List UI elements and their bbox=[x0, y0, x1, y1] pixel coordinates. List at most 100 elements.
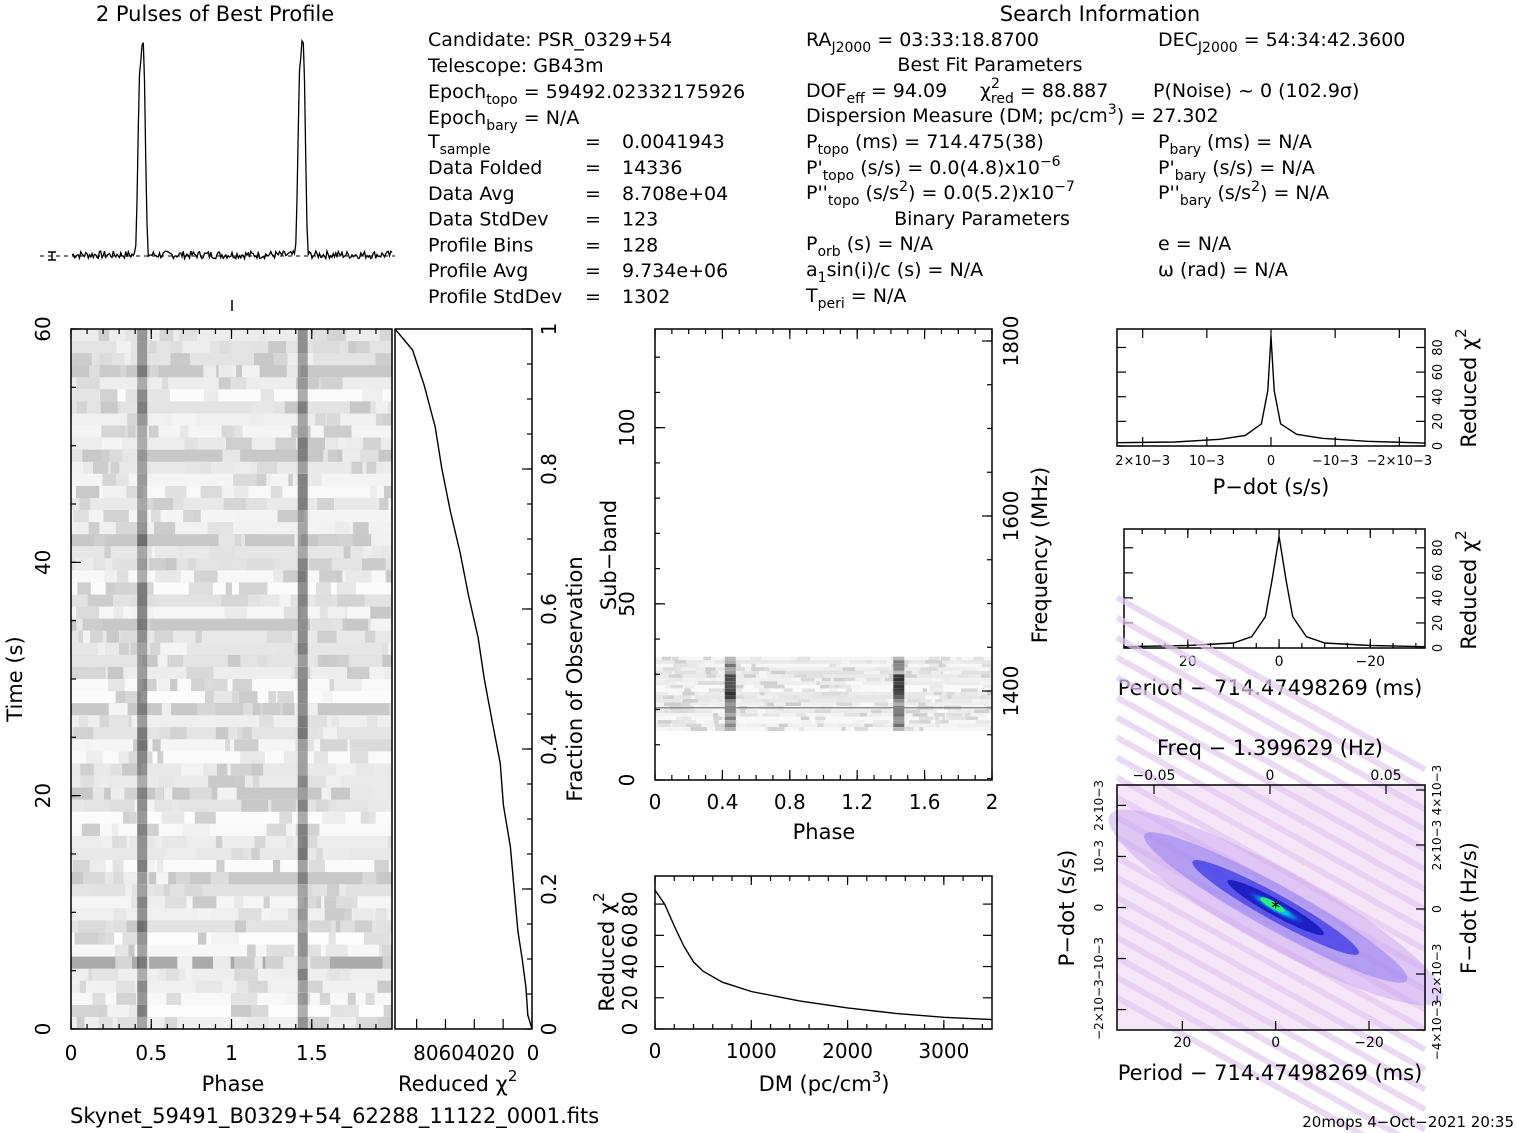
subband-speckle bbox=[844, 713, 861, 717]
a1sini-text: a1sin(i)/c (s) = N/A bbox=[806, 259, 983, 286]
time-speckle bbox=[383, 485, 392, 499]
time-speckle bbox=[369, 473, 390, 487]
map-streak bbox=[1115, 694, 1427, 873]
time-speckle bbox=[329, 968, 340, 982]
time-speckle bbox=[336, 582, 356, 595]
subband-speckle bbox=[711, 699, 718, 703]
pulse-stripe bbox=[137, 329, 148, 342]
subband-speckle bbox=[946, 691, 955, 696]
time-speckle bbox=[157, 751, 164, 764]
subband-speckle bbox=[668, 695, 674, 700]
pulse-stripe bbox=[137, 787, 148, 801]
time-speckle bbox=[385, 546, 392, 559]
subband-row bbox=[655, 656, 992, 661]
subband-speckle bbox=[778, 723, 787, 728]
tick-label: 1 bbox=[225, 1041, 238, 1065]
time-speckle bbox=[71, 1004, 99, 1018]
time-speckle bbox=[311, 618, 332, 632]
subband-speckle bbox=[820, 702, 833, 707]
pulse-stripe bbox=[137, 401, 148, 414]
tick-label: −4×10−3 bbox=[1430, 1000, 1444, 1061]
subband-speckle bbox=[673, 663, 680, 668]
tick-label: −2×10−3 bbox=[1092, 979, 1106, 1040]
time-speckle bbox=[372, 787, 392, 801]
subband-speckle bbox=[984, 695, 991, 700]
time-speckle bbox=[153, 498, 173, 511]
subband-pulse bbox=[724, 660, 736, 664]
pulse-stripe bbox=[297, 703, 308, 716]
time-speckle bbox=[380, 534, 392, 547]
subband-speckle bbox=[949, 670, 961, 675]
tick-label: 20 bbox=[1431, 615, 1446, 632]
tick-label: −20 bbox=[1355, 654, 1385, 670]
profile-errorbar bbox=[48, 251, 56, 261]
time-speckle bbox=[99, 353, 112, 366]
ra-text: RAJ2000 = 03:33:18.8700 bbox=[806, 29, 1039, 56]
time-speckle bbox=[382, 956, 392, 970]
time-speckle bbox=[339, 884, 347, 897]
pulse-stripe bbox=[297, 992, 308, 1006]
time-speckle bbox=[257, 654, 267, 668]
time-speckle bbox=[172, 799, 180, 813]
time-speckle bbox=[186, 666, 214, 680]
period-pdot-ticks: 20 0 −20−0.05 0 0.052×10−310−30−10−3−2×10−3−… bbox=[1092, 765, 1444, 1061]
info-row-label: Profile Bins bbox=[428, 234, 533, 256]
pulse-stripe bbox=[297, 739, 308, 752]
time-speckle bbox=[307, 522, 325, 535]
pulse-stripe bbox=[297, 968, 308, 982]
time-speckle bbox=[208, 546, 235, 559]
time-speckle bbox=[350, 739, 376, 752]
subband-speckle bbox=[986, 688, 992, 693]
time-speckle bbox=[191, 679, 209, 692]
subband-speckle bbox=[904, 660, 910, 664]
map-streak bbox=[1115, 714, 1427, 893]
subband-speckle bbox=[830, 691, 842, 696]
subband-speckle bbox=[865, 681, 883, 686]
time-speckle bbox=[80, 775, 95, 789]
subband-speckle bbox=[672, 656, 679, 661]
time-speckle bbox=[388, 498, 392, 511]
tick-label: 0.4 bbox=[537, 733, 561, 765]
time-speckle bbox=[76, 522, 89, 535]
subband-speckle bbox=[800, 677, 815, 682]
subband-speckle bbox=[929, 663, 941, 668]
pulse-stripe bbox=[137, 606, 148, 620]
pulse-stripe bbox=[297, 329, 308, 342]
pulse-stripe bbox=[297, 1004, 308, 1018]
time-speckle bbox=[350, 787, 376, 801]
time-speckle bbox=[388, 642, 392, 656]
pulse-stripe bbox=[297, 353, 308, 366]
time-speckle bbox=[253, 341, 265, 354]
time-speckle bbox=[240, 703, 253, 716]
time-speckle bbox=[87, 594, 114, 607]
subband-pulse bbox=[724, 684, 736, 689]
subband-row bbox=[655, 660, 992, 665]
pulse-stripe bbox=[137, 570, 148, 583]
subband-pulse bbox=[724, 702, 736, 707]
time-speckle bbox=[217, 787, 237, 801]
subband-speckle bbox=[657, 720, 672, 724]
tick-label: −20 bbox=[1354, 1035, 1384, 1051]
time-chi2-line bbox=[394, 328, 533, 1030]
subband-speckle bbox=[714, 720, 719, 724]
time-speckle bbox=[73, 727, 94, 740]
pulse-stripe bbox=[297, 437, 308, 451]
time-speckle bbox=[103, 510, 129, 523]
subband-speckle bbox=[934, 713, 945, 717]
time-chi2-ticks: 80604020 0 0 0.2 0.4 0.6 0.8 1 bbox=[413, 323, 561, 1065]
subband-pulse bbox=[893, 702, 905, 707]
time-speckle bbox=[234, 739, 259, 752]
time-speckle bbox=[342, 449, 367, 463]
time-speckle bbox=[231, 437, 252, 451]
subband-speckle bbox=[708, 681, 726, 686]
time-speckle bbox=[309, 329, 328, 342]
subband-pulse bbox=[893, 684, 905, 689]
time-speckle bbox=[251, 413, 264, 426]
time-speckle bbox=[327, 449, 337, 463]
subband-speckle bbox=[987, 713, 992, 717]
time-speckle bbox=[149, 341, 157, 354]
time-speckle bbox=[115, 522, 139, 535]
tick-label: 0 bbox=[649, 790, 662, 814]
time-speckle bbox=[107, 666, 124, 680]
time-speckle bbox=[238, 582, 267, 595]
